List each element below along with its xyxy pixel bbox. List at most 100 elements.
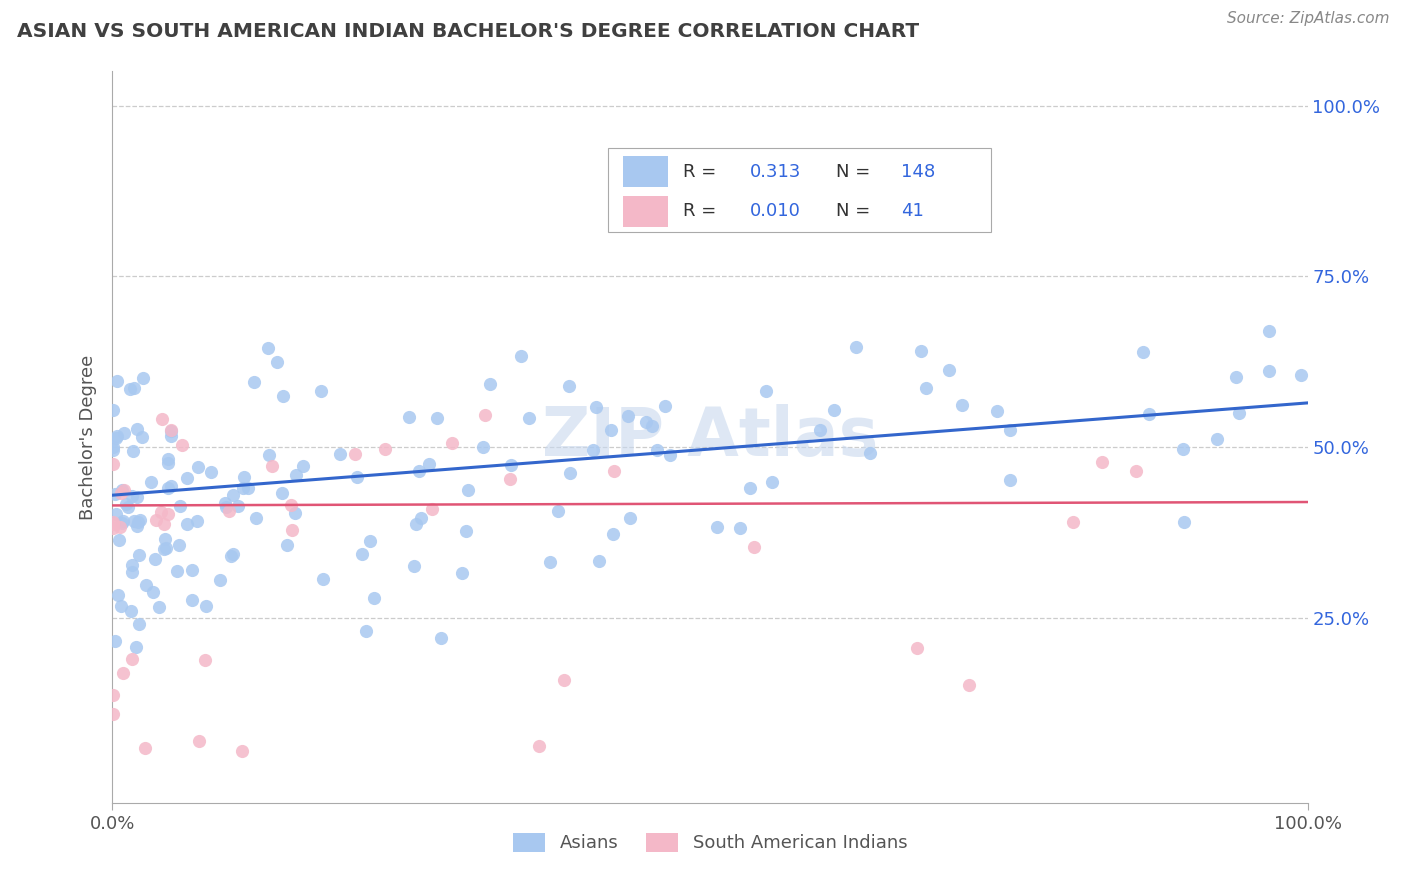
Point — [150, 505, 173, 519]
Point — [181, 592, 204, 607]
Point — [998, 473, 1021, 487]
Point — [602, 526, 624, 541]
Point — [121, 652, 143, 666]
Point — [221, 549, 243, 563]
Point — [742, 540, 765, 554]
Point — [157, 481, 180, 495]
Point — [1125, 464, 1147, 478]
Point — [405, 516, 427, 531]
Point — [761, 475, 783, 489]
FancyBboxPatch shape — [609, 148, 991, 232]
Text: 148: 148 — [901, 162, 935, 181]
Point — [617, 409, 640, 423]
Text: 0.010: 0.010 — [749, 202, 800, 220]
Point — [950, 398, 973, 412]
Point — [194, 653, 217, 667]
Point — [285, 468, 308, 483]
Point — [986, 404, 1008, 418]
Point — [585, 400, 607, 414]
Point — [352, 547, 374, 561]
Point — [104, 487, 127, 501]
Point — [280, 498, 302, 512]
Point — [121, 566, 143, 580]
Point — [706, 519, 728, 533]
Point — [478, 376, 501, 391]
Point — [101, 517, 124, 532]
Point — [120, 604, 142, 618]
Point — [634, 415, 657, 429]
Point — [558, 466, 581, 480]
Text: ASIAN VS SOUTH AMERICAN INDIAN BACHELOR'S DEGREE CORRELATION CHART: ASIAN VS SOUTH AMERICAN INDIAN BACHELOR'… — [17, 22, 920, 41]
Point — [914, 381, 936, 395]
Point — [105, 375, 128, 389]
Point — [1132, 344, 1154, 359]
Point — [600, 423, 623, 437]
Point — [181, 563, 204, 577]
Point — [200, 465, 222, 479]
Point — [905, 641, 928, 656]
Point — [176, 517, 198, 532]
Point — [426, 411, 449, 425]
Point — [859, 446, 882, 460]
Point — [398, 410, 420, 425]
Point — [142, 585, 165, 599]
Point — [110, 486, 132, 500]
Point — [107, 588, 129, 602]
Bar — [623, 156, 668, 187]
Point — [111, 665, 134, 680]
Point — [359, 533, 381, 548]
Point — [740, 482, 762, 496]
Text: R =: R = — [682, 202, 721, 220]
Point — [1091, 455, 1114, 469]
Point — [155, 541, 177, 556]
Point — [103, 443, 125, 458]
Point — [374, 442, 396, 456]
Point — [517, 411, 540, 425]
Point — [245, 511, 267, 525]
Point — [108, 520, 131, 534]
Point — [1258, 324, 1281, 338]
Text: R =: R = — [682, 162, 721, 181]
Point — [150, 411, 173, 425]
Point — [101, 403, 124, 417]
Point — [112, 425, 135, 440]
Point — [654, 399, 676, 413]
Point — [145, 512, 167, 526]
Point — [156, 456, 179, 470]
Point — [101, 457, 124, 471]
Point — [111, 483, 134, 497]
Bar — [623, 196, 668, 227]
Point — [215, 500, 238, 514]
Point — [276, 538, 298, 552]
Point — [111, 514, 134, 528]
Point — [309, 384, 332, 398]
Point — [998, 423, 1021, 437]
Point — [404, 558, 426, 573]
Point — [474, 408, 496, 422]
Point — [169, 499, 191, 513]
Point — [101, 440, 124, 454]
Point — [195, 599, 218, 614]
Point — [176, 471, 198, 485]
Point — [153, 517, 176, 532]
Point — [166, 564, 188, 578]
Point — [157, 507, 180, 521]
Point — [451, 566, 474, 580]
Point — [420, 502, 443, 516]
Point — [938, 363, 960, 377]
Point — [121, 558, 143, 572]
Point — [139, 475, 162, 489]
Point — [159, 429, 181, 443]
Point — [329, 447, 352, 461]
Point — [260, 459, 283, 474]
Point — [131, 430, 153, 444]
Point — [111, 516, 134, 530]
Point — [346, 470, 368, 484]
Text: Source: ZipAtlas.com: Source: ZipAtlas.com — [1226, 11, 1389, 26]
Point — [101, 521, 124, 535]
Point — [641, 418, 664, 433]
Point — [121, 444, 143, 458]
Point — [266, 355, 288, 369]
Point — [281, 523, 304, 537]
Text: 0.313: 0.313 — [749, 162, 801, 181]
